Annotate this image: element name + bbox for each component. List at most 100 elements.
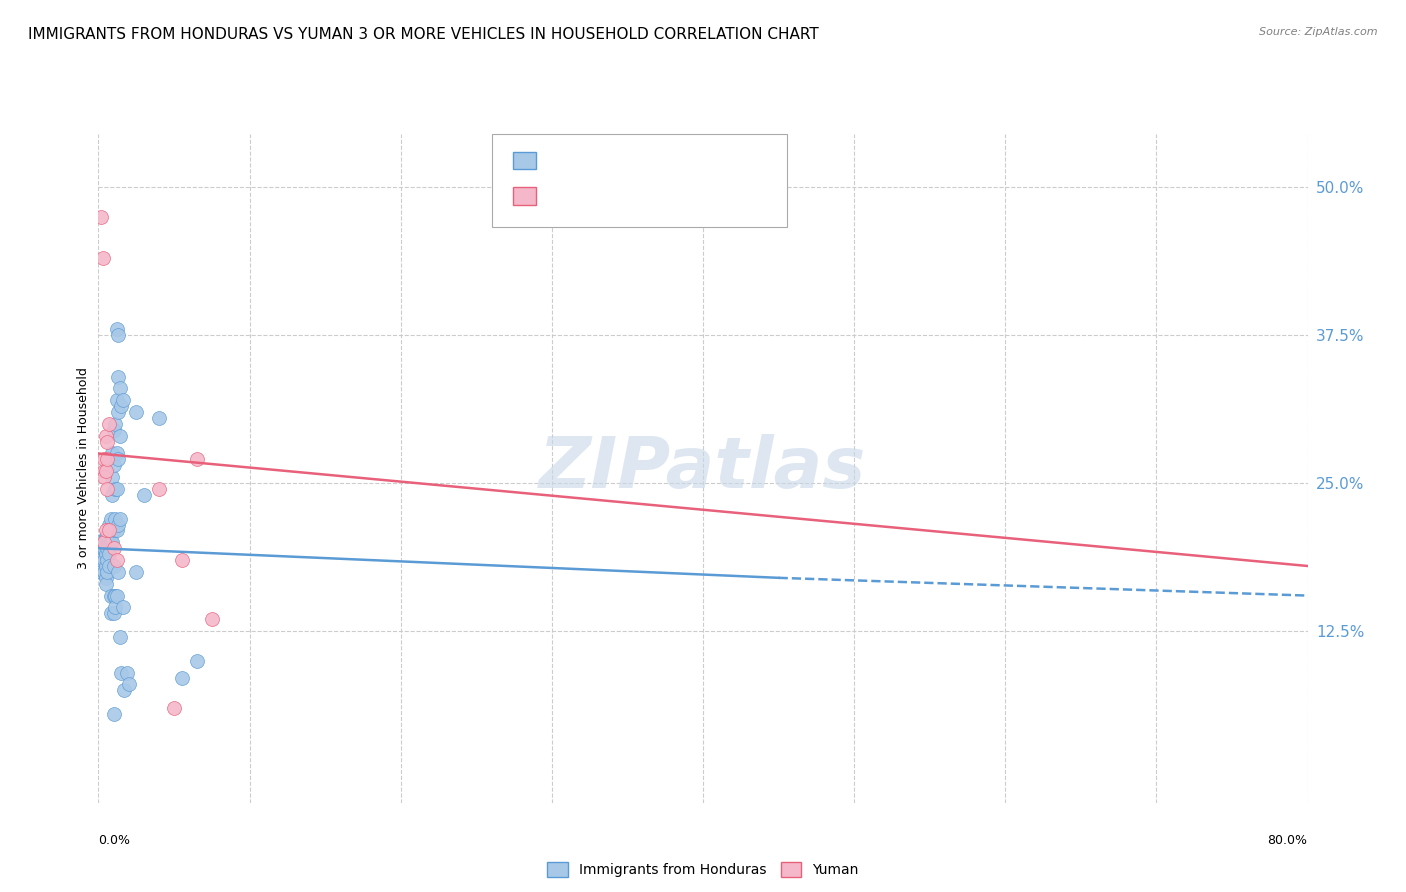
Text: N =: N = [669, 150, 703, 164]
Point [101, 446, 124, 460]
Point [94, 571, 117, 585]
Point [105, 482, 128, 496]
Text: 0.0%: 0.0% [98, 834, 131, 847]
Point [111, 393, 134, 408]
Point [91, 251, 114, 265]
Y-axis label: 3 or more Vehicles in Household: 3 or more Vehicles in Household [77, 368, 90, 569]
Point [100, 607, 122, 621]
Point [111, 600, 134, 615]
Point [115, 665, 138, 680]
Point [148, 411, 170, 425]
Text: ZIPatlas: ZIPatlas [540, 434, 866, 503]
Point [108, 511, 131, 525]
Point [96, 434, 118, 449]
Point [93, 565, 115, 579]
Point [98, 417, 121, 431]
Text: R =: R = [550, 150, 583, 164]
Point [103, 607, 125, 621]
Point [94, 576, 117, 591]
Point [100, 511, 122, 525]
Point [100, 535, 122, 549]
Point [98, 535, 121, 549]
Point [90, 210, 112, 224]
Point [98, 524, 121, 538]
Point [93, 541, 115, 556]
Point [89, 535, 111, 549]
Point [91, 541, 114, 556]
Point [170, 553, 193, 567]
Legend: Immigrants from Honduras, Yuman: Immigrants from Honduras, Yuman [541, 857, 865, 883]
Point [103, 524, 125, 538]
Point [104, 589, 127, 603]
Point [93, 553, 115, 567]
Point [107, 328, 129, 343]
Point [96, 529, 118, 543]
Point [96, 452, 118, 467]
Point [108, 381, 131, 395]
Point [105, 322, 128, 336]
Point [96, 565, 118, 579]
Point [93, 464, 115, 478]
Text: N =: N = [669, 186, 703, 200]
Point [108, 428, 131, 442]
Point [110, 399, 132, 413]
Point [101, 488, 124, 502]
Point [93, 452, 115, 467]
Point [170, 672, 193, 686]
Point [104, 482, 127, 496]
Text: 69: 69 [709, 150, 730, 164]
Point [98, 547, 121, 561]
Point [94, 559, 117, 574]
Point [105, 446, 128, 460]
Point [98, 559, 121, 574]
Point [112, 683, 135, 698]
Point [103, 559, 125, 574]
Text: −0.036: −0.036 [592, 150, 652, 164]
Point [94, 464, 117, 478]
Point [93, 470, 115, 484]
Point [107, 452, 129, 467]
Point [186, 654, 208, 668]
Point [96, 553, 118, 567]
Point [110, 665, 132, 680]
Point [103, 423, 125, 437]
Point [105, 553, 128, 567]
Point [103, 706, 125, 721]
Point [96, 541, 118, 556]
Point [107, 369, 129, 384]
Point [103, 541, 125, 556]
Text: −0.319: −0.319 [592, 186, 652, 200]
Text: 80.0%: 80.0% [1268, 834, 1308, 847]
Point [94, 547, 117, 561]
Point [108, 630, 131, 644]
Text: Source: ZipAtlas.com: Source: ZipAtlas.com [1260, 27, 1378, 37]
Point [105, 524, 128, 538]
Point [104, 600, 127, 615]
Point [103, 458, 125, 473]
Point [186, 452, 208, 467]
Point [98, 517, 121, 532]
Point [163, 701, 186, 715]
Point [101, 470, 124, 484]
Point [94, 428, 117, 442]
Point [125, 405, 148, 419]
Point [100, 589, 122, 603]
Point [201, 612, 224, 626]
Point [94, 529, 117, 543]
Point [107, 565, 129, 579]
Point [118, 677, 141, 691]
Point [94, 524, 117, 538]
Text: 21: 21 [709, 186, 730, 200]
Point [105, 589, 128, 603]
Point [105, 393, 128, 408]
Point [93, 535, 115, 549]
Point [104, 417, 127, 431]
Point [125, 565, 148, 579]
Point [96, 482, 118, 496]
Point [101, 535, 124, 549]
Point [107, 517, 129, 532]
Point [104, 511, 127, 525]
Text: IMMIGRANTS FROM HONDURAS VS YUMAN 3 OR MORE VEHICLES IN HOUSEHOLD CORRELATION CH: IMMIGRANTS FROM HONDURAS VS YUMAN 3 OR M… [28, 27, 818, 42]
Point [107, 405, 129, 419]
Point [90, 565, 112, 579]
